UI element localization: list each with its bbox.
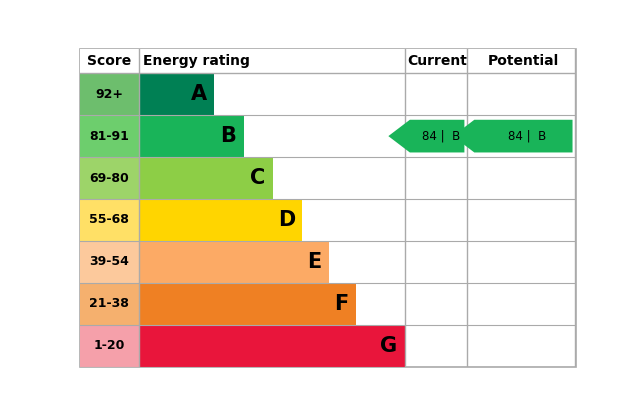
Text: Score: Score: [87, 54, 131, 68]
Text: Current: Current: [407, 54, 467, 68]
Text: 92+: 92+: [95, 88, 124, 101]
Text: E: E: [307, 252, 321, 272]
Bar: [80, 49, 576, 73]
Text: 21-38: 21-38: [90, 297, 129, 310]
Bar: [80, 157, 138, 199]
Text: Energy rating: Energy rating: [143, 54, 250, 68]
Text: A: A: [191, 84, 207, 104]
Bar: [138, 157, 273, 199]
Bar: [138, 325, 405, 367]
Text: G: G: [380, 336, 397, 356]
Text: 69-80: 69-80: [90, 171, 129, 185]
Text: C: C: [250, 168, 266, 188]
Bar: [80, 199, 138, 241]
Text: Potential: Potential: [488, 54, 559, 68]
Bar: [80, 241, 138, 283]
Polygon shape: [453, 120, 573, 152]
Text: 55-68: 55-68: [90, 213, 129, 227]
Text: D: D: [278, 210, 295, 230]
Text: F: F: [334, 294, 348, 314]
Bar: [80, 283, 138, 325]
Text: 81-91: 81-91: [90, 130, 129, 143]
Bar: [80, 73, 138, 115]
Bar: [138, 115, 244, 157]
Text: 84 |  B: 84 | B: [508, 130, 547, 143]
Bar: [138, 283, 356, 325]
Bar: [138, 241, 329, 283]
Polygon shape: [388, 120, 465, 152]
Text: B: B: [220, 126, 236, 146]
Bar: [138, 199, 302, 241]
Bar: [80, 115, 138, 157]
Bar: [138, 73, 214, 115]
Text: 1-20: 1-20: [93, 339, 125, 352]
Text: 84 |  B: 84 | B: [422, 130, 460, 143]
Bar: [80, 325, 138, 367]
Text: 39-54: 39-54: [90, 255, 129, 268]
